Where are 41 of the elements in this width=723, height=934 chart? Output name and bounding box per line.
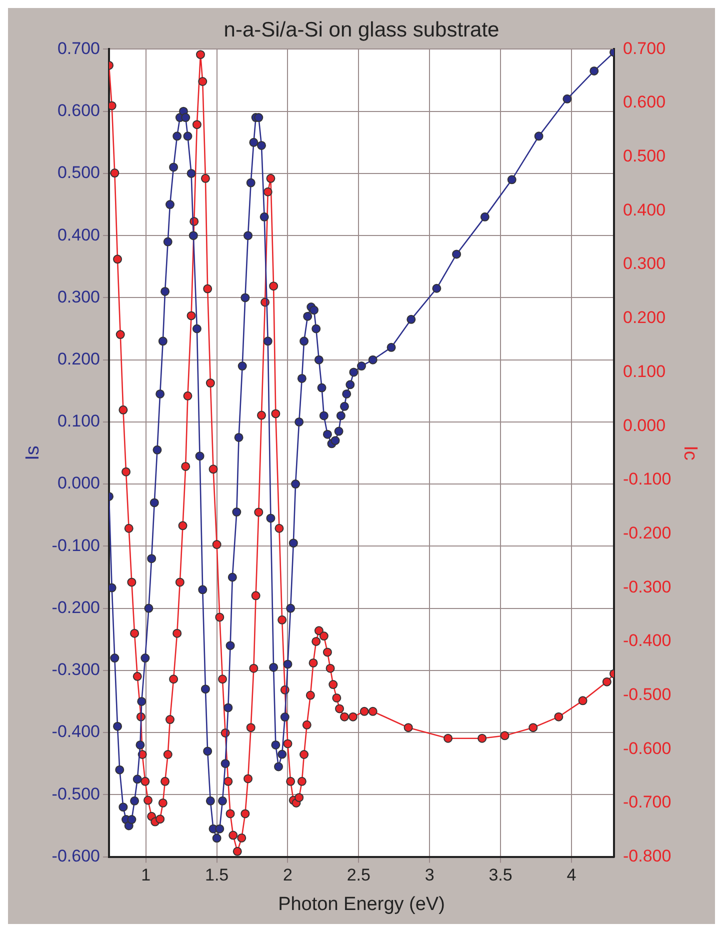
- y-tick-label: 0.300: [57, 287, 100, 306]
- x-tick-label: 1.5: [204, 866, 229, 885]
- y-tick-label: 0.100: [57, 412, 100, 431]
- y2-axis-title: Ic: [679, 446, 700, 460]
- y2-tick-label: 0.600: [622, 92, 666, 112]
- x-tick-label: 2.5: [346, 866, 370, 885]
- chart-title: n-a-Si/a-Si on glass substrate: [224, 18, 500, 42]
- y2-tick-label: -0.800: [622, 846, 672, 866]
- y-tick-label: 0.700: [57, 38, 100, 58]
- y-tick-label: -0.200: [52, 598, 100, 617]
- y2-tick-label: 0.400: [622, 200, 666, 220]
- x-tick-label: 3.5: [488, 866, 512, 885]
- y-tick-label: -0.100: [52, 536, 100, 555]
- y-tick-label: 0.000: [57, 474, 100, 493]
- y2-tick-label: -0.400: [622, 631, 672, 650]
- y2-tick-label: 0.500: [622, 146, 666, 166]
- y-tick-label: -0.400: [52, 722, 100, 742]
- y2-tick-label: 0.100: [622, 362, 666, 381]
- y2-tick-label: -0.500: [622, 684, 672, 704]
- y2-tick-label: -0.700: [622, 792, 672, 812]
- y2-tick-label: -0.600: [622, 738, 672, 758]
- y-tick-label: 0.500: [57, 163, 100, 182]
- y-tick-label: 0.400: [57, 225, 100, 244]
- y-tick-label: -0.500: [52, 784, 100, 804]
- y2-tick-label: 0.200: [622, 308, 666, 328]
- y-tick-label: 0.200: [57, 350, 100, 369]
- y-tick-label: -0.600: [52, 846, 100, 866]
- y2-tick-label: 0.700: [622, 38, 666, 58]
- y2-tick-label: 0.000: [622, 416, 666, 435]
- y-tick-label: 0.600: [57, 101, 100, 120]
- y-tick-label: -0.300: [52, 660, 100, 680]
- y2-tick-label: -0.200: [622, 523, 672, 542]
- x-tick-label: 4: [566, 866, 576, 885]
- y2-tick-label: -0.100: [622, 470, 672, 489]
- x-axis-title: Photon Energy (eV): [278, 894, 445, 915]
- x-tick-label: 2: [283, 866, 292, 885]
- x-tick-label: 1: [141, 866, 151, 885]
- x-tick-label: 3: [424, 866, 434, 885]
- y2-tick-label: 0.300: [622, 254, 666, 274]
- y2-tick-label: -0.300: [622, 577, 672, 596]
- y-axis-title: Is: [22, 446, 44, 460]
